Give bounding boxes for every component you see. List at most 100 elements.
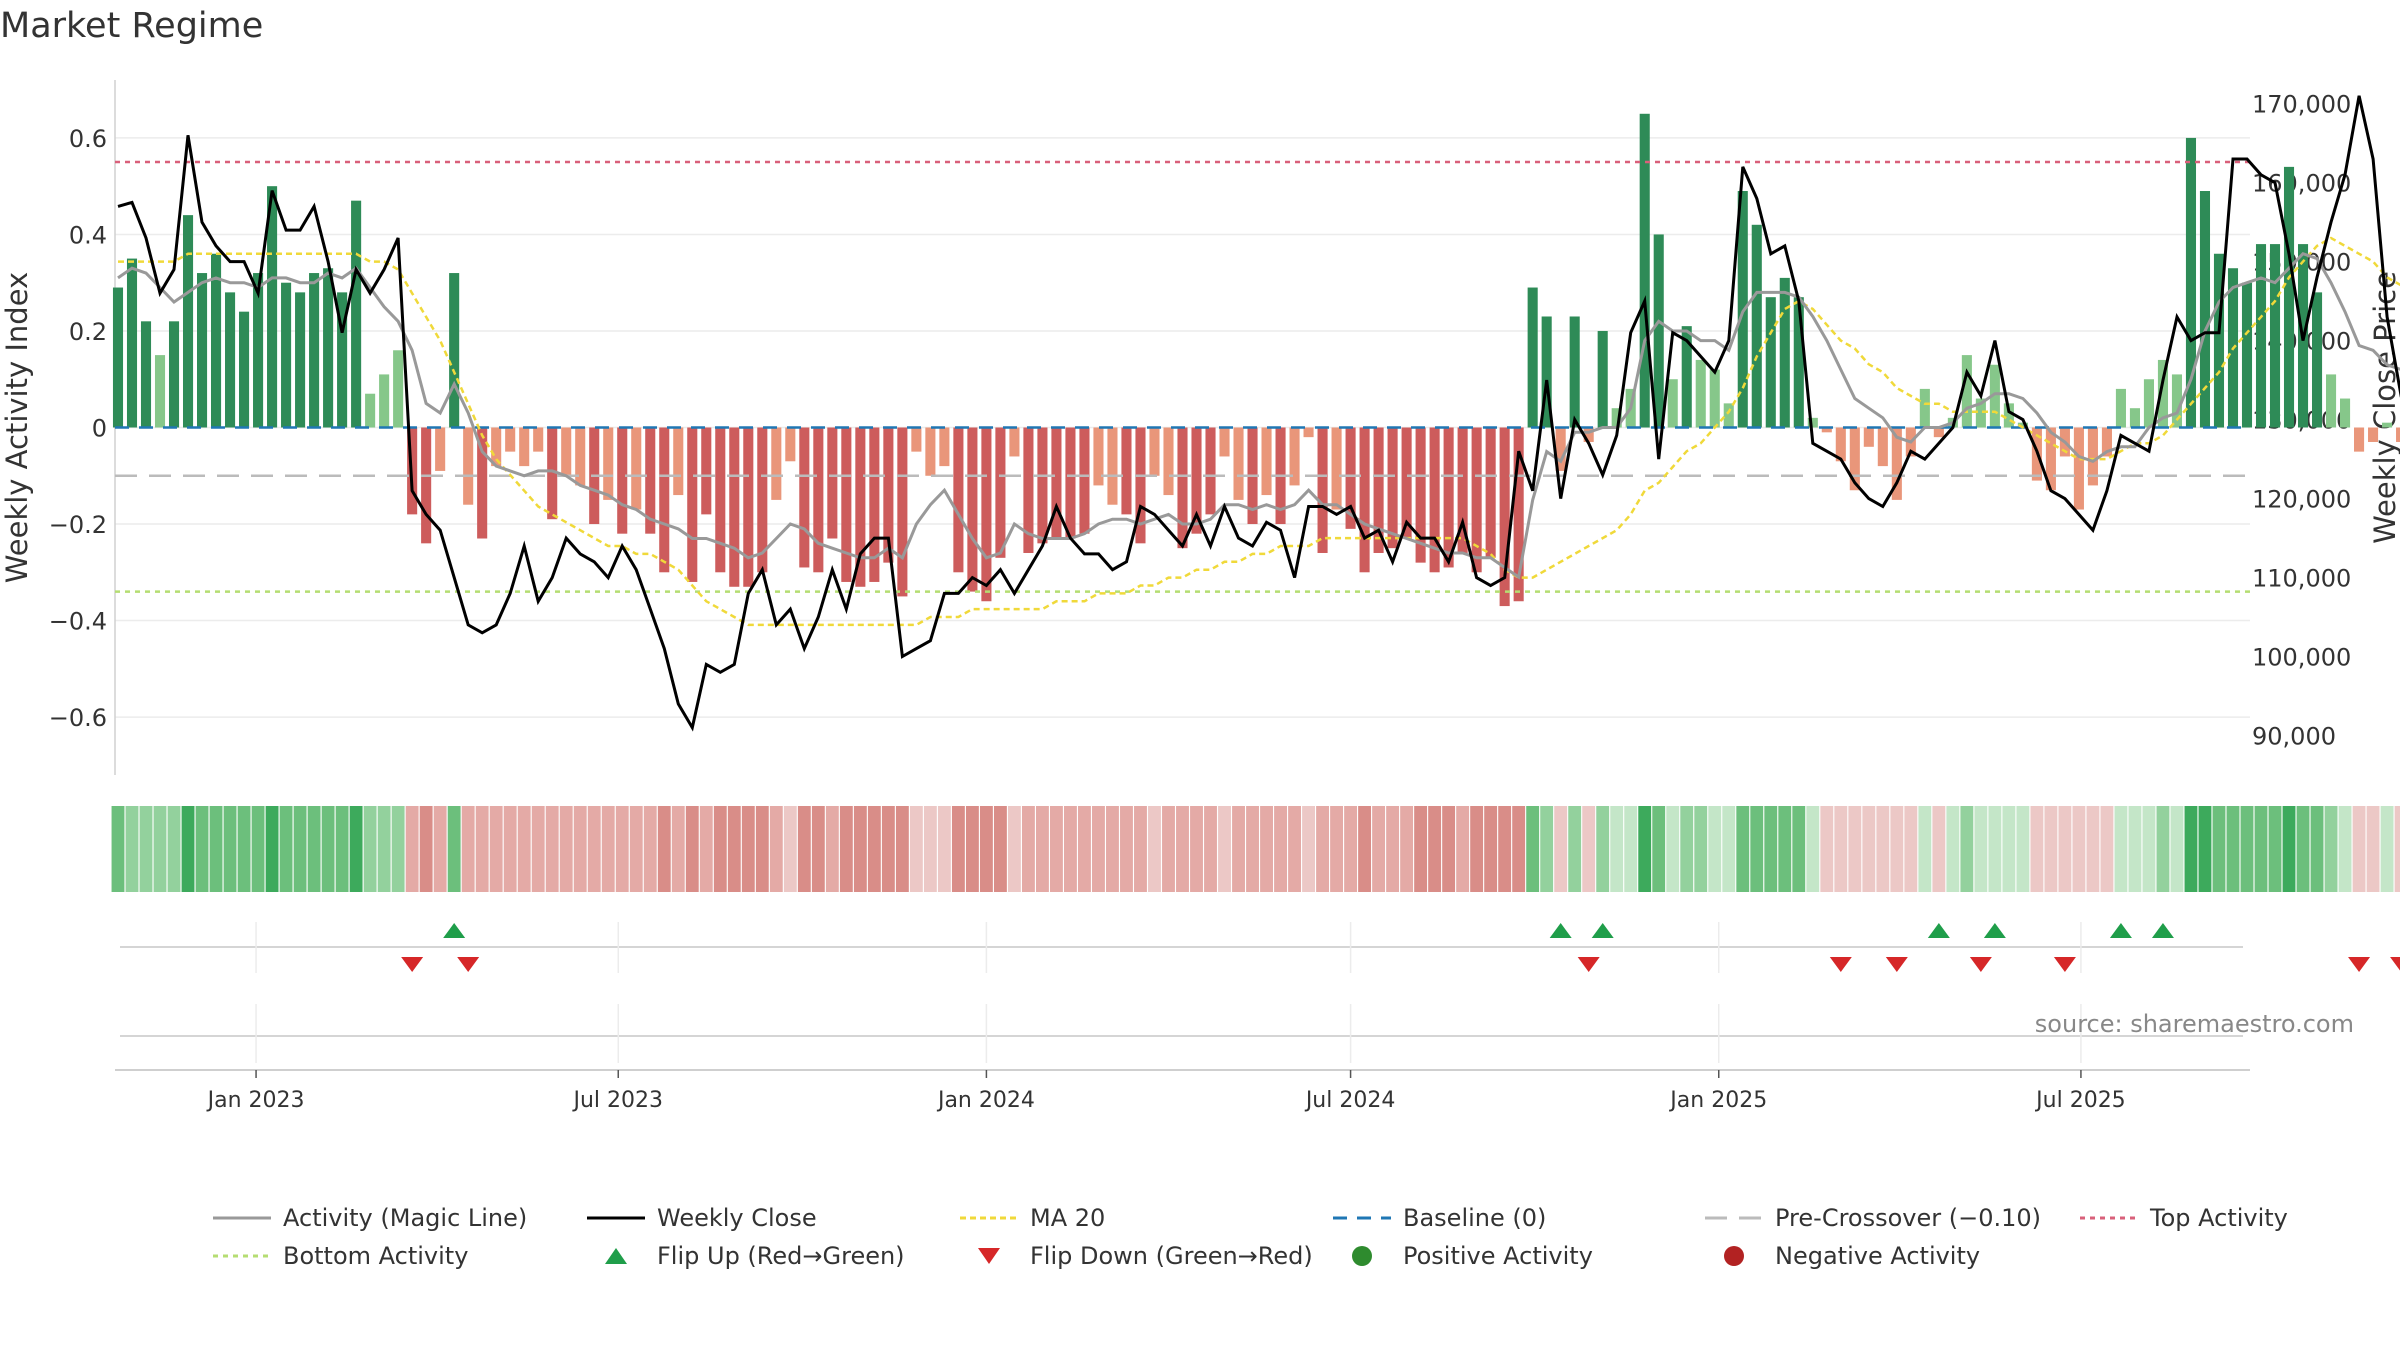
regime-cell	[377, 806, 391, 892]
activity-bar	[2368, 427, 2379, 442]
regime-cell	[811, 806, 825, 892]
regime-cell	[2394, 806, 2400, 892]
regime-cell	[307, 806, 321, 892]
activity-bar	[575, 427, 586, 486]
regime-cell	[1820, 806, 1834, 892]
y-right-tick-label: 160,000	[2252, 170, 2351, 198]
activity-bar	[140, 321, 152, 428]
activity-bar	[1807, 417, 1818, 428]
flip-markers	[120, 923, 2400, 972]
regime-cell	[839, 806, 853, 892]
y-left-tick-label: 0.2	[69, 318, 107, 346]
regime-cell	[671, 806, 685, 892]
activity-bar	[547, 427, 558, 520]
activity-bar	[323, 268, 334, 428]
activity-bar	[491, 427, 502, 467]
legend-label: Pre-Crossover (−0.10)	[1775, 1204, 2041, 1232]
regime-cell	[699, 806, 713, 892]
activity-bar	[1513, 427, 1524, 602]
regime-cell	[2282, 806, 2296, 892]
regime-cell	[349, 806, 363, 892]
activity-bar	[2283, 166, 2295, 428]
activity-bar	[1555, 427, 1566, 471]
regime-cell	[1316, 806, 1330, 892]
regime-cell	[237, 806, 251, 892]
y-left-tick-label: 0.4	[69, 221, 107, 249]
activity-bar	[1177, 427, 1188, 549]
activity-bar	[1569, 316, 1580, 428]
activity-bar	[2157, 359, 2169, 428]
regime-cell	[825, 806, 839, 892]
regime-cell	[265, 806, 279, 892]
regime-cell	[741, 806, 755, 892]
magic-line	[117, 251, 2400, 580]
regime-cell	[1764, 806, 1778, 892]
activity-bar	[154, 355, 166, 428]
regime-cell	[1218, 806, 1231, 892]
activity-bar	[2073, 427, 2084, 510]
activity-bar	[2213, 253, 2225, 428]
regime-cell	[321, 806, 335, 892]
regime-cell	[2380, 806, 2394, 892]
activity-bar	[449, 273, 460, 428]
activity-bars	[112, 113, 2400, 607]
legend-label: Flip Down (Green→Red)	[1030, 1242, 1313, 1270]
activity-bar	[1653, 234, 1664, 428]
activity-bar	[112, 287, 124, 428]
activity-bar	[1863, 427, 1874, 447]
regime-cell	[1666, 806, 1680, 892]
flip-up-marker	[443, 923, 466, 938]
activity-bar	[1443, 427, 1454, 568]
activity-bar	[267, 186, 278, 428]
regime-cell	[2310, 806, 2324, 892]
regime-cell	[1596, 806, 1610, 892]
legend-label: Activity (Magic Line)	[283, 1204, 527, 1232]
activity-bar	[799, 427, 810, 568]
regime-cell	[2254, 806, 2268, 892]
activity-bar	[435, 427, 446, 471]
activity-bar	[1359, 427, 1370, 573]
activity-bar	[1499, 427, 1510, 607]
regime-cell	[1652, 806, 1666, 892]
regime-cell	[2002, 806, 2016, 892]
regime-cell	[391, 806, 405, 892]
activity-bar	[603, 427, 614, 500]
activity-bar	[561, 427, 572, 476]
activity-bar	[239, 311, 250, 428]
activity-bar	[2143, 379, 2154, 428]
activity-bar	[743, 427, 754, 587]
activity-bar	[1233, 427, 1244, 500]
activity-bar	[1751, 224, 1762, 428]
activity-bar	[393, 350, 404, 428]
source-note: source: sharemaestro.com	[2034, 1010, 2354, 1038]
regime-cell	[1988, 806, 2002, 892]
regime-cell	[1092, 806, 1105, 892]
regime-cell	[1007, 806, 1021, 892]
regime-cell	[1890, 806, 1904, 892]
regime-cell	[1134, 806, 1147, 892]
regime-cell	[1148, 806, 1161, 892]
regime-cell	[1946, 806, 1960, 892]
regime-cell	[2184, 806, 2198, 892]
activity-bar	[1779, 277, 1790, 428]
regime-cell	[1246, 806, 1259, 892]
regime-cell	[1638, 806, 1652, 892]
activity-bar	[1317, 427, 1328, 553]
regime-cell	[881, 806, 895, 892]
level-lines	[115, 160, 2250, 593]
activity-bar	[813, 427, 824, 573]
regime-cell	[2086, 806, 2100, 892]
regime-cell	[2058, 806, 2072, 892]
regime-cell	[111, 806, 125, 892]
series-lines	[117, 95, 2400, 732]
regime-cell	[153, 806, 167, 892]
activity-bar	[2396, 427, 2400, 442]
activity-bar	[365, 393, 376, 428]
regime-cell	[1400, 806, 1414, 892]
activity-bar	[1191, 427, 1202, 534]
activity-bar	[1583, 427, 1594, 442]
regime-cell	[1694, 806, 1708, 892]
y-right-tick-label: 90,000	[2252, 723, 2336, 751]
flip-up-marker	[2109, 923, 2132, 938]
regime-cell	[587, 806, 601, 892]
